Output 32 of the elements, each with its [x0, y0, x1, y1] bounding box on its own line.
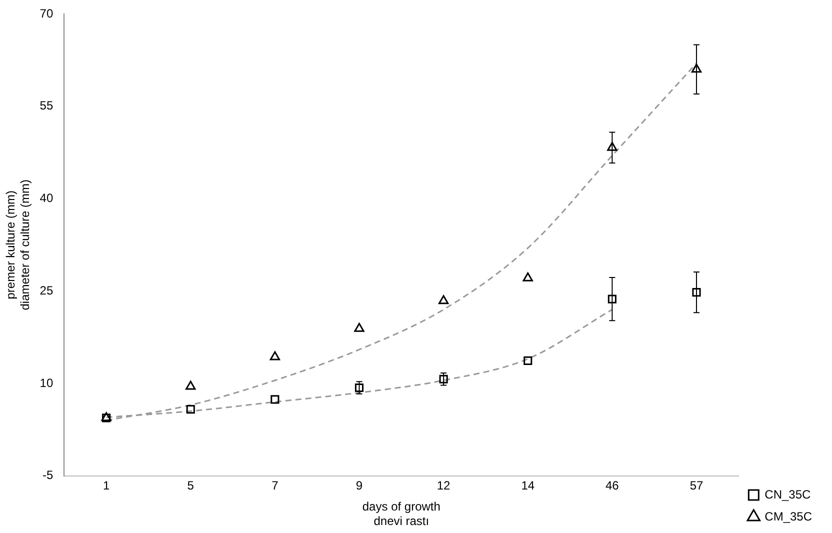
- x-axis-title: days of growth dnevi rastı: [362, 500, 440, 528]
- point: [524, 356, 532, 365]
- legend-label: CM_35C: [764, 509, 812, 524]
- point: [439, 374, 448, 384]
- y-tick-label: 25: [40, 283, 54, 298]
- y-tick-label: 70: [40, 6, 54, 20]
- x-tick-label: 46: [606, 478, 620, 492]
- point: [270, 395, 280, 404]
- x-tick-label: 9: [356, 478, 363, 492]
- y-tick-label: 55: [40, 98, 54, 113]
- y-tick-label: 40: [40, 191, 54, 206]
- legend-label: CN_35C: [764, 487, 812, 502]
- y-tick-label: -5: [42, 468, 54, 482]
- point: [354, 322, 364, 332]
- y-axis-title: premer kulture (mm) diameter of culture (mm): [4, 180, 32, 310]
- point: [691, 64, 702, 73]
- x-tick-label: 1: [102, 478, 110, 492]
- y-tick-label: 10: [40, 376, 54, 390]
- point: [354, 383, 364, 392]
- point: [270, 351, 280, 360]
- x-tick-label: 5: [187, 478, 194, 492]
- x-tick-label: 7: [272, 478, 279, 492]
- point: [438, 295, 449, 304]
- x-tick-label: 57: [690, 478, 704, 492]
- point: [692, 288, 701, 297]
- point: [608, 294, 616, 304]
- x-tick-label: 14: [521, 478, 535, 492]
- point: [607, 142, 618, 151]
- point: [186, 405, 195, 414]
- x-tick-label: 12: [436, 478, 451, 492]
- point: [522, 272, 533, 282]
- point: [186, 380, 196, 390]
